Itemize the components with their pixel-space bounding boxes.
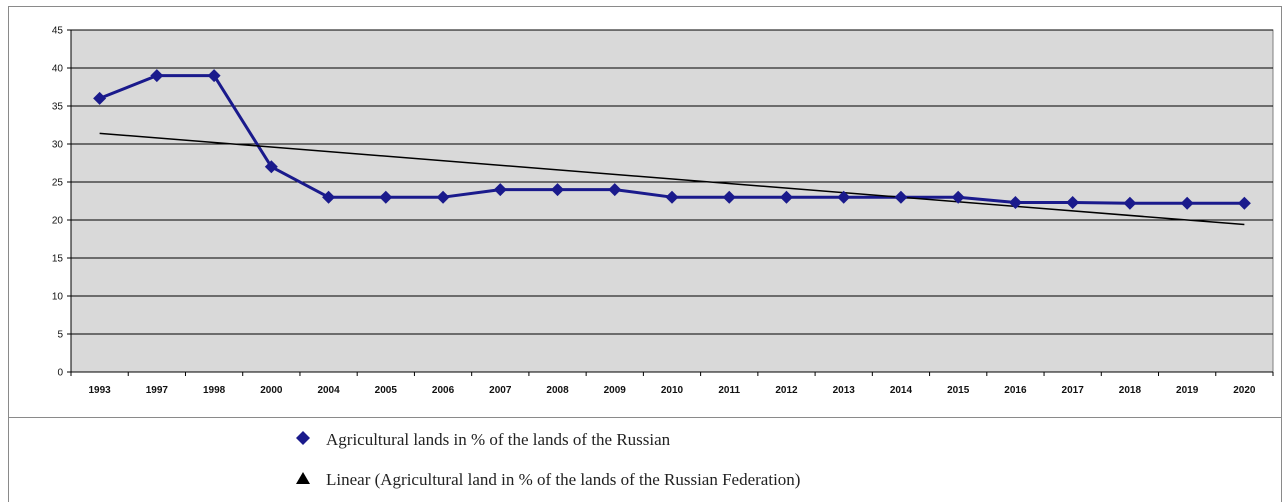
x-tick-label: 2017 — [1062, 385, 1085, 396]
legend: Agricultural lands in % of the lands of … — [8, 418, 1282, 502]
x-tick-label: 2005 — [375, 385, 398, 396]
legend-item-linear-trend: Linear (Agricultural land in % of the la… — [292, 470, 800, 490]
x-tick-label: 2011 — [718, 385, 740, 396]
x-tick-label: 1998 — [203, 385, 226, 396]
data-point-marker — [207, 69, 221, 83]
y-tick-label: 10 — [52, 292, 64, 303]
data-point-marker — [1008, 196, 1022, 210]
y-tick-label: 35 — [52, 102, 64, 113]
diamond-marker-icon — [292, 430, 314, 450]
data-point-marker — [665, 190, 679, 204]
line-chart: 0 5 10 15 20 25 30 35 40 45 1993 1997 1998 2000 2004 20… — [52, 26, 1274, 396]
data-point-marker — [1237, 196, 1251, 210]
x-tick-label: 2009 — [604, 385, 627, 396]
y-tick-label: 30 — [52, 140, 64, 151]
data-point-marker — [150, 69, 164, 83]
legend-item-agricultural-lands: Agricultural lands in % of the lands of … — [292, 430, 670, 450]
data-point-marker — [894, 190, 908, 204]
data-point-marker — [322, 190, 336, 204]
x-tick-label: 2012 — [775, 385, 798, 396]
triangle-marker-icon — [292, 470, 314, 490]
y-tick-label: 40 — [52, 64, 64, 75]
data-point-marker — [1066, 196, 1080, 210]
x-tick-label: 2020 — [1233, 385, 1256, 396]
data-point-marker — [379, 190, 393, 204]
x-tick-label: 2013 — [833, 385, 856, 396]
y-tick-label: 45 — [52, 26, 64, 37]
x-tick-label: 1997 — [146, 385, 169, 396]
trendline-linear — [99, 132, 1245, 226]
legend-label-series-2: Linear (Agricultural land in % of the la… — [326, 470, 801, 489]
y-tick-label: 20 — [52, 216, 64, 227]
x-tick-label: 2004 — [317, 385, 340, 396]
x-tick-label: 2007 — [489, 385, 512, 396]
data-point-marker — [436, 190, 450, 204]
x-tick-label: 1993 — [88, 385, 111, 396]
y-tick-label: 25 — [52, 178, 64, 189]
data-point-marker — [722, 190, 736, 204]
y-tick-label: 0 — [57, 368, 63, 379]
data-point-marker — [264, 160, 278, 174]
data-point-marker — [951, 190, 965, 204]
data-point-marker — [779, 190, 793, 204]
x-tick-label: 2014 — [890, 385, 913, 396]
x-tick-label: 2006 — [432, 385, 455, 396]
data-point-marker — [1180, 196, 1194, 210]
x-tick-label: 2016 — [1004, 385, 1027, 396]
data-point-marker — [608, 183, 622, 197]
legend-label-series-1: Agricultural lands in % of the lands of … — [326, 430, 671, 449]
data-point-marker — [93, 91, 107, 105]
x-tick-label: 2010 — [661, 385, 684, 396]
y-tick-label: 15 — [52, 254, 64, 265]
data-point-marker — [1123, 196, 1137, 210]
x-tick-label: 2018 — [1119, 385, 1142, 396]
y-tick-label: 5 — [57, 330, 63, 341]
data-point-marker — [551, 183, 565, 197]
x-tick-label: 2008 — [546, 385, 569, 396]
x-tick-label: 2019 — [1176, 385, 1199, 396]
data-point-marker — [493, 183, 507, 197]
chart-frame: 0 5 10 15 20 25 30 35 40 45 1993 1997 1998 2000 2004 20… — [8, 6, 1282, 418]
x-tick-label: 2015 — [947, 385, 970, 396]
data-point-marker — [837, 190, 851, 204]
x-tick-label: 2000 — [260, 385, 283, 396]
